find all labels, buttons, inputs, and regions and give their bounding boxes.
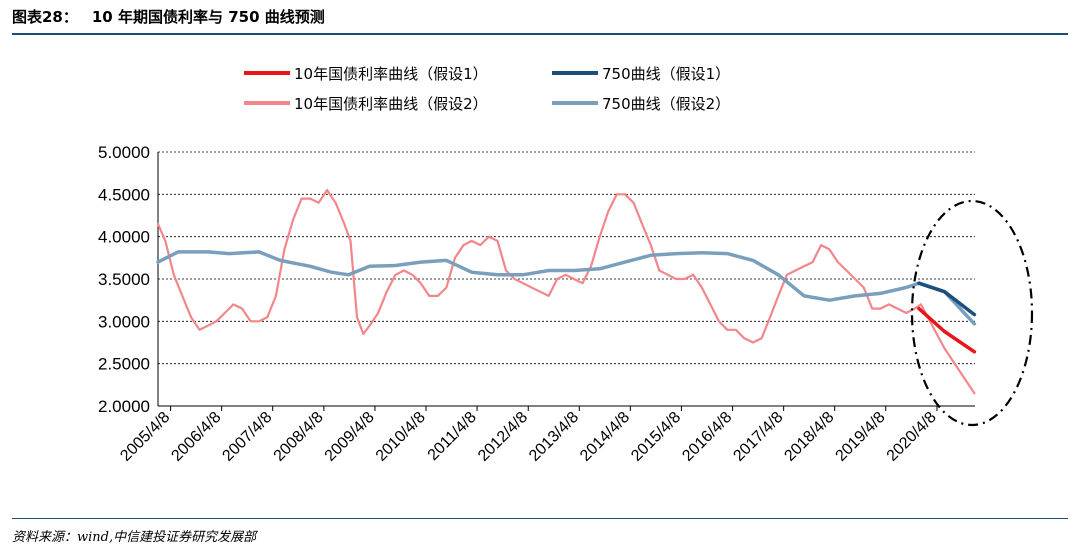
x-tick-label: 2017/4/8 (730, 409, 786, 465)
source-note: 资料来源：wind,中信建投证券研究发展部 (12, 530, 257, 545)
legend-label-750-1: 750曲线（假设1） (602, 64, 731, 83)
x-tick-label: 2011/4/8 (425, 409, 480, 464)
x-tick-label: 2009/4/8 (322, 409, 378, 465)
x-tick-label: 2007/4/8 (219, 409, 275, 465)
y-tick-label: 2.5000 (98, 355, 150, 374)
x-tick-label: 2020/4/8 (884, 409, 940, 465)
x-tick-label: 2019/4/8 (833, 409, 889, 465)
y-tick-label: 4.0000 (98, 228, 150, 247)
x-tick-label: 2014/4/8 (577, 409, 633, 465)
legend-swatch-750-2 (552, 101, 598, 105)
legend-item-rate-1: 10年国债利率曲线（假设1） (244, 62, 488, 84)
x-tick-label: 2018/4/8 (781, 409, 837, 465)
legend-swatch-750-1 (552, 71, 598, 75)
legend-swatch-rate-1 (244, 71, 290, 75)
legend-item-750-1: 750曲线（假设1） (552, 62, 730, 84)
x-tick-label: 2010/4/8 (373, 409, 429, 465)
x-tick-label: 2005/4/8 (117, 409, 173, 465)
x-tick-label: 2006/4/8 (168, 409, 224, 465)
y-tick-label: 3.0000 (98, 312, 150, 331)
series-line (156, 189, 976, 395)
x-tick-label: 2015/4/8 (628, 409, 684, 465)
y-tick-label: 3.5000 (98, 270, 150, 289)
forecast-ellipse (910, 199, 1034, 427)
y-tick-label: 5.0000 (98, 143, 150, 162)
legend-label-rate-1: 10年国债利率曲线（假设1） (294, 64, 488, 83)
series-line (156, 250, 977, 326)
legend-label-rate-2: 10年国债利率曲线（假设2） (294, 94, 488, 113)
series-line (917, 281, 977, 317)
title-rule (12, 33, 1068, 35)
x-tick-label: 2016/4/8 (679, 409, 735, 465)
figure-title: 图表28： 10 年期国债利率与 750 曲线预测 (12, 6, 325, 27)
x-tick-label: 2012/4/8 (475, 409, 531, 465)
legend-swatch-rate-2 (244, 101, 290, 105)
y-tick-label: 2.0000 (98, 397, 150, 416)
x-tick-label: 2013/4/8 (526, 409, 582, 465)
source-rule (12, 518, 1068, 519)
legend-label-750-2: 750曲线（假设2） (602, 94, 731, 113)
figure-label: 图表28： (12, 8, 78, 26)
series-line (917, 306, 977, 354)
y-tick-label: 4.5000 (98, 185, 150, 204)
legend-item-rate-2: 10年国债利率曲线（假设2） (244, 92, 488, 114)
figure-title-text: 10 年期国债利率与 750 曲线预测 (91, 8, 325, 26)
legend-item-750-2: 750曲线（假设2） (552, 92, 730, 114)
x-tick-label: 2008/4/8 (271, 409, 327, 465)
